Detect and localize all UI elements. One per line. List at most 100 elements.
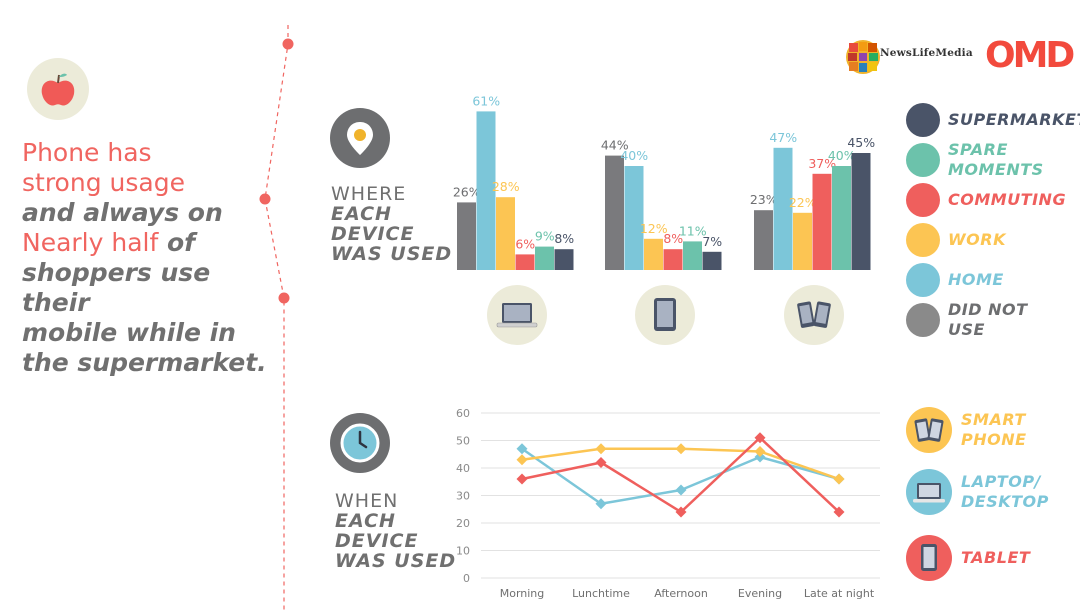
bar-value-label: 40% [828,148,856,163]
tablet-icon [906,535,952,581]
legend-swatch [906,183,940,217]
bar-value-label: 37% [808,156,836,171]
timeline-dot [278,292,290,304]
headline-line: strong usage [22,168,185,197]
bar [773,147,793,270]
legend-label: COMMUTING [948,190,1067,209]
bar [832,166,851,270]
headline-line: the supermarket. [22,348,267,377]
where-section-label: WHERE EACH DEVICE WAS USED [331,184,452,264]
data-point [675,443,687,455]
headline: Phone has strong usage and always on Nea… [22,138,272,378]
data-point [516,443,528,455]
omd-logo: OMD [985,35,1075,76]
section-label-line: WHEN [335,490,399,512]
when-section-label: WHEN EACH DEVICE WAS USED [335,491,456,571]
legend-swatch [906,263,940,297]
bar [476,111,496,271]
laptop-icon [487,285,547,345]
data-point [675,506,687,518]
newslifemedia-logo-icon [846,40,880,74]
section-label-line: EACH [335,510,396,532]
bar-value-label: 47% [769,130,797,145]
bar-value-label: 26% [453,184,481,199]
data-point [595,457,607,468]
data-point [675,484,687,496]
headline-line: Phone has [22,138,152,167]
bar-value-label: 61% [472,93,500,108]
bar-value-label: 23% [750,192,778,207]
data-point [516,454,528,466]
bar [793,212,812,270]
section-label-line: WAS USED [331,243,453,265]
bar-value-label: 40% [620,148,648,163]
legend-label: SPARE MOMENTS [948,140,1044,179]
legend-swatch [906,223,940,257]
x-tick-label: Lunchtime [572,587,630,600]
y-tick-label: 20 [456,517,470,530]
bar-value-label: 45% [847,135,875,150]
x-tick-label: Evening [738,587,782,600]
y-tick-label: 0 [463,572,470,585]
map-pin-icon [330,108,390,168]
data-point [833,473,845,485]
bar-value-label: 8% [663,231,683,246]
bar-value-label: 6% [515,236,535,251]
data-point [754,432,766,444]
bar-value-label: 22% [789,195,817,210]
section-label-line: DEVICE [335,530,419,552]
bar [554,249,574,270]
headline-highlight: Nearly half [22,228,159,257]
legend-swatch [906,103,940,137]
bar [457,202,476,270]
bar-value-label: 44% [601,138,629,153]
x-tick-label: Morning [500,587,545,600]
legend-label: SMART PHONE [961,410,1027,449]
bar [605,155,624,270]
clock-icon [330,413,390,473]
bar [644,238,663,270]
tablet-icon [635,285,695,345]
bar [812,173,832,270]
legend-swatch [906,143,940,177]
y-tick-label: 60 [456,407,470,420]
data-point [595,498,607,510]
legend-label: DID NOT USE [948,300,1028,339]
timeline-dot [259,193,271,205]
bar-value-label: 9% [535,229,555,244]
bar-value-label: 11% [679,223,707,238]
bar-value-label: 12% [640,221,668,236]
bar [535,246,554,270]
bar-value-label: 8% [554,231,574,246]
y-tick-label: 50 [456,435,470,448]
data-point [595,443,607,455]
laptop-icon [906,469,952,515]
data-point [754,446,766,457]
smartphone-icon [906,407,952,453]
bar [683,241,702,270]
data-point [516,473,528,485]
section-label-line: WHERE [331,183,407,205]
y-tick-label: 40 [456,462,470,475]
legend-label: TABLET [961,548,1031,567]
legend-swatch [906,303,940,337]
section-label-line: WAS USED [335,550,457,572]
bar [496,197,515,270]
bar [663,249,683,270]
apple-icon [27,58,89,120]
headline-line: mobile while in [22,318,236,347]
headline-line: shoppers use their [22,258,211,317]
headline-line: and always on [22,198,223,227]
bar [515,254,535,270]
bar-value-label: 28% [492,179,520,194]
headline-line: of [158,228,196,257]
legend-label: LAPTOP/DESKTOP [961,472,1049,511]
section-label-line: DEVICE [331,223,415,245]
bar [624,166,644,270]
smartphone-icon [784,285,844,345]
bar [754,210,773,270]
bar [702,251,722,270]
